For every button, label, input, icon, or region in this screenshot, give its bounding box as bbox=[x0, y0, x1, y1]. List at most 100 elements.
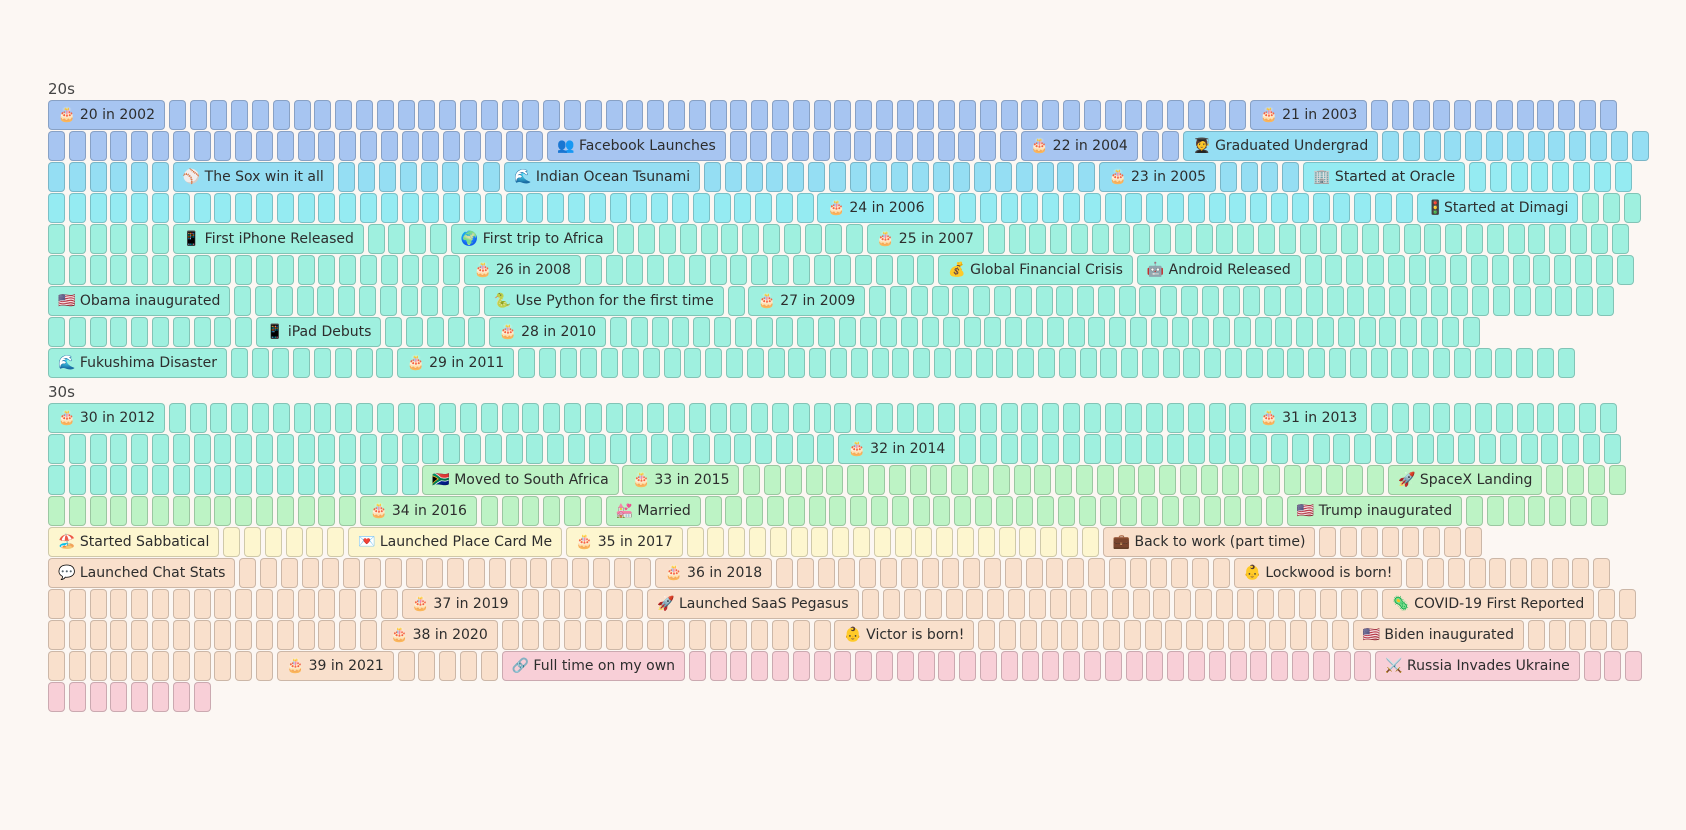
week-cell[interactable] bbox=[297, 434, 315, 464]
week-cell[interactable] bbox=[1493, 286, 1511, 316]
week-cell[interactable] bbox=[1019, 527, 1037, 557]
week-cell[interactable] bbox=[380, 131, 398, 161]
week-cell[interactable] bbox=[817, 558, 835, 588]
week-cell[interactable] bbox=[745, 162, 763, 192]
week-cell[interactable] bbox=[1015, 162, 1033, 192]
week-cell[interactable] bbox=[1587, 465, 1605, 495]
week-cell[interactable] bbox=[276, 131, 294, 161]
event-week-label[interactable]: 🏖️ Started Sabbatical bbox=[48, 527, 220, 557]
week-cell[interactable] bbox=[1063, 434, 1081, 464]
week-cell[interactable] bbox=[1333, 193, 1351, 223]
week-cell[interactable] bbox=[1206, 620, 1224, 650]
week-cell[interactable] bbox=[1146, 651, 1164, 681]
week-cell[interactable] bbox=[193, 496, 211, 526]
week-cell[interactable] bbox=[272, 100, 290, 130]
week-cell[interactable] bbox=[1616, 255, 1634, 285]
event-week-label[interactable]: 🤖 Android Released bbox=[1136, 255, 1301, 285]
week-cell[interactable] bbox=[1346, 465, 1364, 495]
week-cell[interactable] bbox=[942, 317, 960, 347]
week-cell[interactable] bbox=[1486, 224, 1504, 254]
week-cell[interactable] bbox=[380, 465, 398, 495]
week-cell[interactable] bbox=[693, 317, 711, 347]
week-cell[interactable] bbox=[995, 162, 1013, 192]
week-cell[interactable] bbox=[1310, 620, 1328, 650]
week-cell[interactable] bbox=[1129, 317, 1147, 347]
week-cell[interactable] bbox=[813, 651, 831, 681]
week-cell[interactable] bbox=[1602, 193, 1620, 223]
event-week-label[interactable]: 🎂 24 in 2006 bbox=[817, 193, 935, 223]
event-week-label[interactable]: 📱 First iPhone Released bbox=[172, 224, 364, 254]
week-cell[interactable] bbox=[388, 224, 406, 254]
week-cell[interactable] bbox=[235, 317, 253, 347]
week-cell[interactable] bbox=[501, 100, 519, 130]
week-cell[interactable] bbox=[871, 348, 889, 378]
week-cell[interactable] bbox=[335, 100, 353, 130]
week-cell[interactable] bbox=[775, 558, 793, 588]
week-cell[interactable] bbox=[1203, 496, 1221, 526]
week-cell[interactable] bbox=[903, 589, 921, 619]
week-cell[interactable] bbox=[1067, 558, 1085, 588]
week-cell[interactable] bbox=[359, 465, 377, 495]
week-cell[interactable] bbox=[1141, 131, 1159, 161]
week-cell[interactable] bbox=[1250, 193, 1268, 223]
week-cell[interactable] bbox=[110, 131, 128, 161]
week-cell[interactable] bbox=[1558, 403, 1576, 433]
week-cell[interactable] bbox=[1212, 558, 1230, 588]
week-cell[interactable] bbox=[1162, 348, 1180, 378]
week-cell[interactable] bbox=[667, 403, 685, 433]
event-week-label[interactable]: 🇿🇦 Moved to South Africa bbox=[422, 465, 619, 495]
week-cell[interactable] bbox=[501, 620, 519, 650]
week-cell[interactable] bbox=[1528, 224, 1546, 254]
event-week-label[interactable]: ⚾ The Sox win it all bbox=[172, 162, 334, 192]
week-cell[interactable] bbox=[1183, 348, 1201, 378]
week-cell[interactable] bbox=[480, 100, 498, 130]
week-cell[interactable] bbox=[725, 348, 743, 378]
week-cell[interactable] bbox=[110, 317, 128, 347]
week-cell[interactable] bbox=[1112, 224, 1130, 254]
week-cell[interactable] bbox=[380, 255, 398, 285]
week-cell[interactable] bbox=[151, 434, 169, 464]
week-cell[interactable] bbox=[729, 131, 747, 161]
week-cell[interactable] bbox=[1083, 193, 1101, 223]
week-cell[interactable] bbox=[172, 193, 190, 223]
week-cell[interactable] bbox=[1233, 317, 1251, 347]
week-cell[interactable] bbox=[875, 255, 893, 285]
week-cell[interactable] bbox=[1296, 317, 1314, 347]
week-cell[interactable] bbox=[131, 651, 149, 681]
week-cell[interactable] bbox=[671, 434, 689, 464]
week-cell[interactable] bbox=[339, 131, 357, 161]
week-cell[interactable] bbox=[260, 558, 278, 588]
week-cell[interactable] bbox=[1375, 434, 1393, 464]
week-cell[interactable] bbox=[359, 434, 377, 464]
week-cell[interactable] bbox=[48, 317, 65, 347]
week-cell[interactable] bbox=[422, 434, 440, 464]
week-cell[interactable] bbox=[48, 496, 65, 526]
week-cell[interactable] bbox=[1319, 527, 1337, 557]
week-cell[interactable] bbox=[480, 403, 498, 433]
week-cell[interactable] bbox=[1447, 558, 1465, 588]
week-cell[interactable] bbox=[792, 651, 810, 681]
week-cell[interactable] bbox=[522, 100, 540, 130]
week-cell[interactable] bbox=[1076, 465, 1094, 495]
week-cell[interactable] bbox=[318, 620, 336, 650]
week-cell[interactable] bbox=[809, 348, 827, 378]
week-cell[interactable] bbox=[772, 651, 790, 681]
week-cell[interactable] bbox=[605, 100, 623, 130]
week-cell[interactable] bbox=[505, 131, 523, 161]
week-cell[interactable] bbox=[1329, 348, 1347, 378]
week-cell[interactable] bbox=[1569, 496, 1587, 526]
week-cell[interactable] bbox=[896, 255, 914, 285]
week-cell[interactable] bbox=[172, 317, 190, 347]
week-cell[interactable] bbox=[314, 403, 332, 433]
week-cell[interactable] bbox=[1412, 348, 1430, 378]
week-cell[interactable] bbox=[771, 255, 789, 285]
week-cell[interactable] bbox=[873, 527, 891, 557]
week-cell[interactable] bbox=[1402, 527, 1420, 557]
week-cell[interactable] bbox=[214, 651, 232, 681]
week-cell[interactable] bbox=[235, 434, 253, 464]
week-cell[interactable] bbox=[1528, 496, 1546, 526]
week-cell[interactable] bbox=[850, 496, 868, 526]
week-cell[interactable] bbox=[543, 589, 561, 619]
event-week-label[interactable]: 🦠 COVID-19 First Reported bbox=[1382, 589, 1595, 619]
week-cell[interactable] bbox=[1104, 100, 1122, 130]
